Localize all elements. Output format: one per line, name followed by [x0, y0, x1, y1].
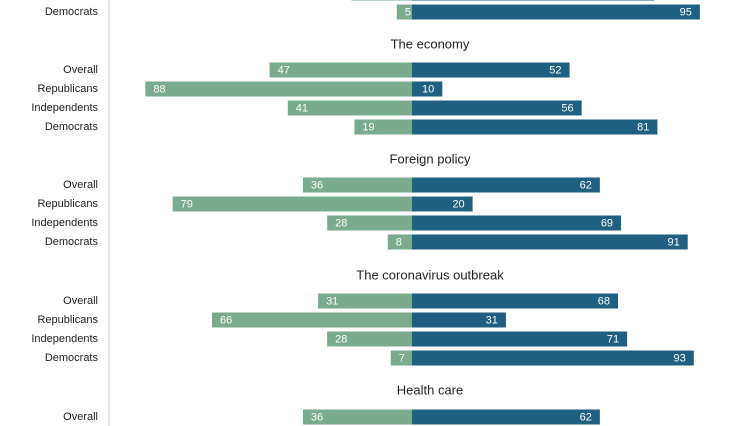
- data-label-right: 71: [607, 333, 619, 345]
- data-label-left: 36: [311, 411, 323, 423]
- data-label-right: 62: [580, 411, 592, 423]
- data-label-right: 10: [422, 83, 434, 95]
- data-label-left: 28: [335, 333, 347, 345]
- bar-right: [412, 119, 658, 135]
- row-label: Independents: [31, 102, 98, 114]
- bar-left: [390, 350, 412, 366]
- data-label-right: 93: [674, 352, 686, 364]
- data-label-left: 79: [181, 198, 193, 210]
- bar-right: [412, 409, 600, 425]
- data-label-left: 19: [362, 121, 374, 133]
- bar-left: [396, 4, 412, 20]
- bar-left: [387, 234, 412, 250]
- data-label-left: 7: [399, 352, 405, 364]
- data-label-right: 81: [637, 121, 649, 133]
- data-label-right: 31: [486, 314, 498, 326]
- row-label: Overall: [63, 179, 98, 191]
- bar-right: [412, 350, 694, 366]
- data-label-right: 56: [561, 102, 573, 114]
- section-title: Health care: [397, 382, 463, 397]
- row-label: Democrats: [45, 352, 99, 364]
- section-title: The coronavirus outbreak: [356, 267, 504, 282]
- bar-right: [412, 81, 443, 97]
- section-title: Foreign policy: [390, 151, 471, 166]
- data-label-left: 5: [405, 6, 411, 18]
- bar-left: [212, 312, 412, 328]
- row-label: Overall: [63, 64, 98, 76]
- row-label: Republicans: [37, 83, 98, 95]
- data-label-right: 91: [667, 236, 679, 248]
- bar-left: [172, 196, 412, 212]
- row-label: Democrats: [45, 121, 99, 133]
- bar-left: [302, 177, 412, 193]
- row-label: Overall: [63, 411, 98, 423]
- bar-right: [412, 215, 622, 231]
- bar-right: [412, 196, 473, 212]
- bar-left: [354, 119, 412, 135]
- bar-right: [412, 100, 582, 116]
- data-label-left: 88: [153, 83, 165, 95]
- row-label: Overall: [63, 295, 98, 307]
- bar-right: [412, 62, 570, 78]
- data-label-right: 69: [601, 217, 613, 229]
- bar-right: [412, 0, 655, 1]
- bar-right: [412, 234, 688, 250]
- data-label-left: 41: [296, 102, 308, 114]
- bar-left: [269, 62, 412, 78]
- row-label: Democrats: [45, 6, 99, 18]
- row-label: Independents: [31, 333, 98, 345]
- data-label-right: 68: [598, 295, 610, 307]
- bar-left: [287, 100, 412, 116]
- bar-right: [412, 331, 628, 347]
- data-label-left: 36: [311, 179, 323, 191]
- row-label: Republicans: [37, 314, 98, 326]
- bar-left: [145, 81, 413, 97]
- row-label: Democrats: [45, 236, 99, 248]
- bar-left: [327, 331, 412, 347]
- row-label: Independents: [31, 217, 98, 229]
- section-title: The economy: [391, 36, 470, 51]
- data-label-left: 66: [220, 314, 232, 326]
- data-label-left: 8: [396, 236, 402, 248]
- data-label-right: 62: [580, 179, 592, 191]
- data-label-right: 20: [452, 198, 464, 210]
- bar-right: [412, 4, 700, 20]
- bar-left: [327, 215, 412, 231]
- bar-right: [412, 177, 600, 193]
- bar-left: [318, 293, 412, 309]
- data-label-left: 31: [326, 295, 338, 307]
- data-label-left: 28: [335, 217, 347, 229]
- bar-left: [302, 409, 412, 425]
- bar-right: [412, 293, 619, 309]
- bar-right: [412, 312, 506, 328]
- data-label-right: 52: [549, 64, 561, 76]
- row-label: Republicans: [37, 198, 98, 210]
- bar-left: [351, 0, 412, 1]
- data-label-right: 95: [680, 6, 692, 18]
- data-label-left: 47: [278, 64, 290, 76]
